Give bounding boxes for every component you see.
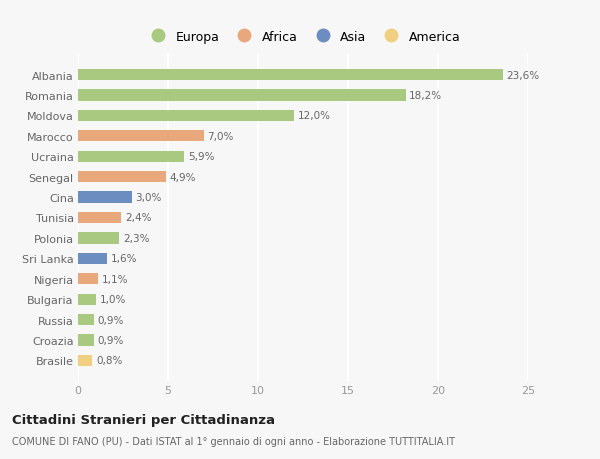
Text: 1,6%: 1,6% — [110, 254, 137, 264]
Bar — [78, 70, 503, 81]
Bar — [78, 213, 121, 224]
Bar — [78, 131, 204, 142]
Bar — [78, 314, 94, 325]
Bar — [78, 355, 92, 366]
Legend: Europa, Africa, Asia, America: Europa, Africa, Asia, America — [140, 25, 466, 48]
Text: 5,9%: 5,9% — [188, 152, 214, 162]
Text: 4,9%: 4,9% — [170, 172, 196, 182]
Text: 23,6%: 23,6% — [506, 71, 539, 80]
Text: 0,9%: 0,9% — [98, 335, 124, 345]
Text: 12,0%: 12,0% — [298, 111, 331, 121]
Bar — [78, 233, 119, 244]
Text: COMUNE DI FANO (PU) - Dati ISTAT al 1° gennaio di ogni anno - Elaborazione TUTTI: COMUNE DI FANO (PU) - Dati ISTAT al 1° g… — [12, 436, 455, 446]
Text: 2,3%: 2,3% — [123, 233, 149, 243]
Text: 1,0%: 1,0% — [100, 295, 126, 304]
Text: 0,8%: 0,8% — [96, 356, 122, 365]
Bar — [78, 151, 184, 162]
Bar — [78, 253, 107, 264]
Bar — [78, 172, 166, 183]
Bar — [78, 294, 96, 305]
Bar — [78, 111, 294, 122]
Bar — [78, 335, 94, 346]
Bar — [78, 274, 98, 285]
Text: 18,2%: 18,2% — [409, 91, 442, 101]
Bar — [78, 90, 406, 101]
Text: Cittadini Stranieri per Cittadinanza: Cittadini Stranieri per Cittadinanza — [12, 413, 275, 426]
Text: 1,1%: 1,1% — [101, 274, 128, 284]
Text: 3,0%: 3,0% — [136, 193, 162, 203]
Text: 7,0%: 7,0% — [208, 132, 234, 141]
Text: 0,9%: 0,9% — [98, 315, 124, 325]
Text: 2,4%: 2,4% — [125, 213, 151, 223]
Bar — [78, 192, 132, 203]
